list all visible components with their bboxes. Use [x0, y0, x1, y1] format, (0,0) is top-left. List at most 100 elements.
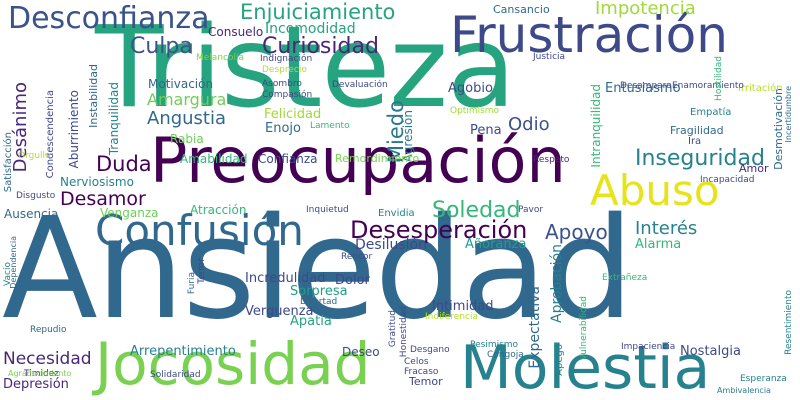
word: Desprecio	[262, 65, 307, 75]
word: Congoja	[487, 350, 524, 360]
word: Indignación	[260, 54, 313, 64]
word: Rencor	[341, 252, 373, 262]
word: Ambivalencia	[717, 386, 771, 395]
word: Inseguridad	[635, 146, 765, 171]
word: Tristeza	[95, 3, 516, 133]
word: Incertidumbre	[784, 86, 793, 143]
word: Amargura	[147, 90, 227, 109]
word: Culpa	[130, 34, 193, 59]
word: Amor	[739, 162, 769, 175]
word: Enojo	[265, 121, 301, 136]
word: Disgusto	[16, 191, 56, 201]
word: Consuelo	[208, 25, 264, 39]
word: Pesimismo	[470, 340, 519, 350]
word: Incredulidad	[245, 271, 326, 286]
word: Verguenza	[245, 304, 314, 319]
word: Extrañeza	[602, 273, 648, 283]
word: Interés	[635, 218, 698, 239]
word: Ausencia	[4, 207, 59, 221]
word: Soledad	[432, 198, 521, 223]
word: Apatía	[290, 314, 332, 329]
word: Desamor	[60, 188, 146, 210]
word: Libertad	[300, 297, 338, 307]
word: Lamento	[310, 121, 350, 131]
word: Compasión	[262, 90, 313, 100]
word: Melancolía	[196, 53, 244, 63]
word: Nostalgia	[680, 344, 741, 359]
word: Desgano	[410, 345, 450, 355]
word: Asombro	[262, 79, 302, 89]
word: Jocosidad	[95, 330, 371, 398]
word: Curiosidad	[262, 34, 379, 59]
word: Satisfacción	[3, 132, 14, 193]
word: Deseo	[342, 345, 380, 359]
word: Furia	[187, 272, 197, 295]
word: Orgullo	[18, 151, 51, 161]
word: Añoranza	[465, 237, 527, 252]
word: Tranquilidad	[107, 82, 121, 156]
word: Enamoramiento	[672, 81, 744, 91]
word: Apoyo	[545, 220, 608, 244]
word: Arrepentimiento	[130, 344, 236, 359]
word: Desmotivación	[772, 88, 785, 170]
word: Esperanza	[740, 374, 787, 384]
word: Agradecimiento	[8, 369, 72, 378]
word: Condescendencia	[45, 90, 56, 179]
word: Entusiasmo	[605, 81, 681, 96]
word: Desconfianza	[8, 1, 210, 36]
word: Depresión	[3, 377, 69, 392]
word: Resentimiento	[784, 290, 794, 355]
word: Cansancio	[493, 3, 550, 16]
word: Nerviosismo	[60, 175, 134, 189]
word: Intranquilidad	[589, 84, 603, 168]
word: Incomodidad	[265, 21, 356, 37]
word: Rabia	[170, 132, 204, 146]
word: Apego	[554, 344, 565, 376]
word: Duda	[96, 152, 152, 176]
word: Impotencia	[595, 0, 696, 19]
word: Alarma	[635, 237, 682, 252]
word: Motivación	[148, 77, 214, 91]
word: Impaciencia	[621, 342, 676, 352]
word: Indiferencia	[425, 312, 478, 322]
word: Molestia	[460, 333, 711, 400]
word: Fragilidad	[670, 124, 724, 137]
word: Desamparo	[620, 81, 672, 91]
word: Abuso	[590, 166, 720, 215]
word: Odio	[508, 114, 550, 135]
word: Dolor	[335, 273, 370, 288]
word: Justicia	[533, 52, 566, 62]
word: Pena	[470, 123, 502, 138]
word: Preocupación	[150, 124, 566, 197]
word: Atracción	[190, 203, 247, 217]
word: Ira	[688, 136, 702, 147]
word: Respeto	[533, 155, 570, 165]
word: Devaluación	[332, 80, 388, 90]
word: Pavor	[518, 205, 544, 215]
word: Desesperación	[350, 216, 528, 244]
word: Honestidad	[399, 306, 409, 358]
word: Temor	[409, 375, 443, 388]
word: Gratitud	[388, 310, 398, 348]
word: Angustia	[147, 108, 227, 129]
word: Confusión	[95, 206, 304, 255]
word: Instabilidad	[87, 64, 100, 128]
word: Timidez	[24, 369, 59, 379]
word: Ansiedad	[2, 188, 634, 351]
word: Felicidad	[264, 107, 322, 122]
word: Empatía	[690, 107, 732, 118]
word: Inquietud	[306, 205, 349, 215]
word: Hostilidad	[714, 56, 724, 101]
word: Frustración	[450, 6, 728, 64]
word: Remordimiento	[335, 152, 420, 165]
word: Dependencia	[9, 236, 18, 289]
word: Celos	[404, 357, 429, 367]
word: Enjuiciamiento	[240, 0, 396, 24]
word: Terror	[197, 258, 207, 284]
word: Solidaridad	[150, 370, 201, 380]
word: Expectativa	[527, 286, 543, 369]
word: Desilusión	[355, 237, 427, 253]
word: Repudio	[30, 325, 67, 335]
word: Sorpresa	[290, 284, 348, 299]
